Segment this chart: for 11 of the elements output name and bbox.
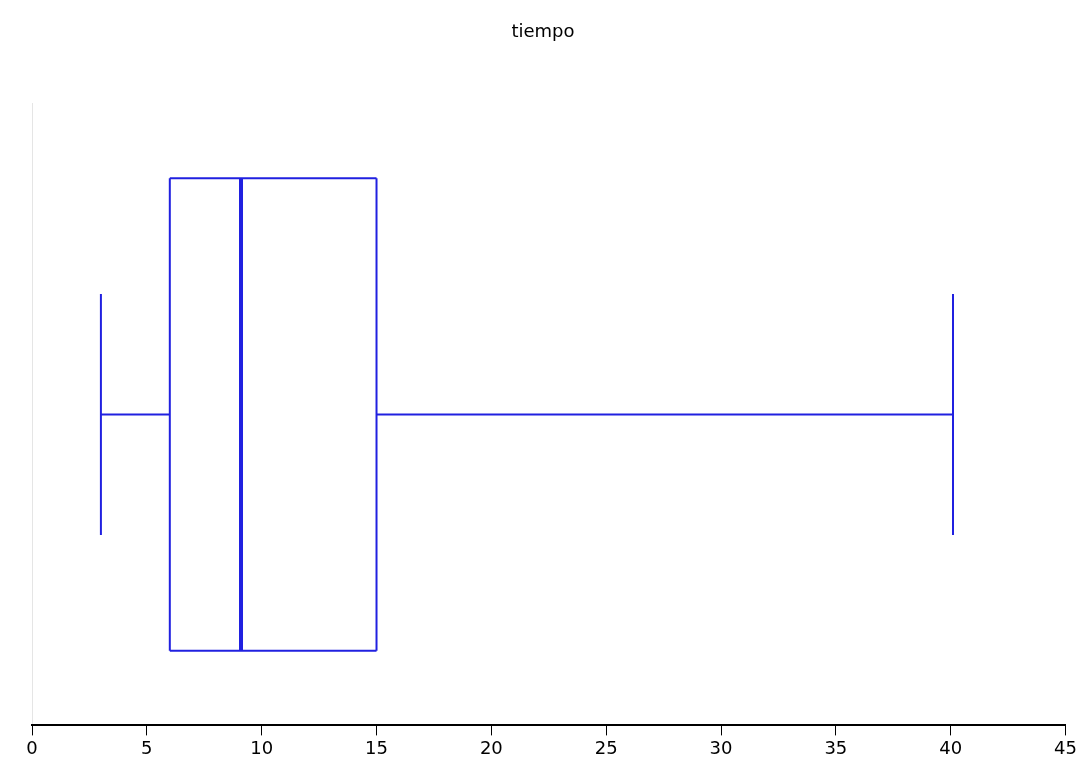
x-tick-label: 35 [824, 736, 848, 758]
x-tick-label: 5 [141, 736, 153, 758]
chart-title: tiempo [511, 20, 575, 42]
x-tick-label: 10 [250, 736, 274, 758]
x-tick-label: 40 [939, 736, 963, 758]
x-tick-label: 20 [479, 736, 503, 758]
x-tick-label: 15 [365, 736, 388, 758]
x-tick-label: 45 [1054, 736, 1077, 758]
x-tick-label: 30 [709, 736, 733, 758]
x-tick-label: 0 [26, 736, 38, 758]
x-tick-label: 25 [594, 736, 618, 758]
